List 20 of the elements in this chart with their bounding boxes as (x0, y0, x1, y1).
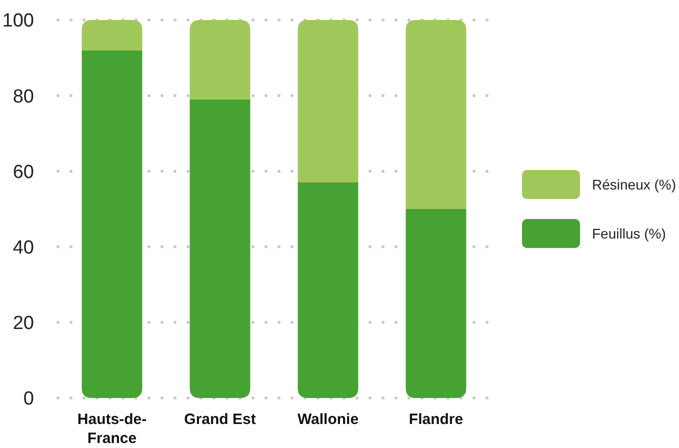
x-tick-label: Grand Est (184, 411, 256, 428)
legend-label: Feuillus (%) (592, 225, 666, 242)
bar (406, 20, 466, 209)
bar (406, 209, 466, 398)
legend-label: Résineux (%) (592, 176, 676, 192)
bar (190, 20, 250, 100)
x-tick-label: Flandre (408, 411, 464, 428)
bar (190, 99, 250, 398)
bar (298, 20, 358, 183)
bar (82, 20, 142, 50)
y-tick-label: 80 (12, 86, 34, 108)
y-tick-label: 20 (12, 313, 34, 334)
bar (298, 182, 358, 398)
y-tick-label: 60 (12, 162, 34, 183)
y-tick-label: 0 (23, 388, 34, 410)
x-tick-label: Wallonie (297, 411, 359, 428)
x-tick-label: Hauts-de-France (77, 411, 147, 447)
y-tick-label: 40 (12, 237, 34, 258)
y-tick-label: 100 (2, 10, 34, 32)
bar (82, 50, 142, 398)
